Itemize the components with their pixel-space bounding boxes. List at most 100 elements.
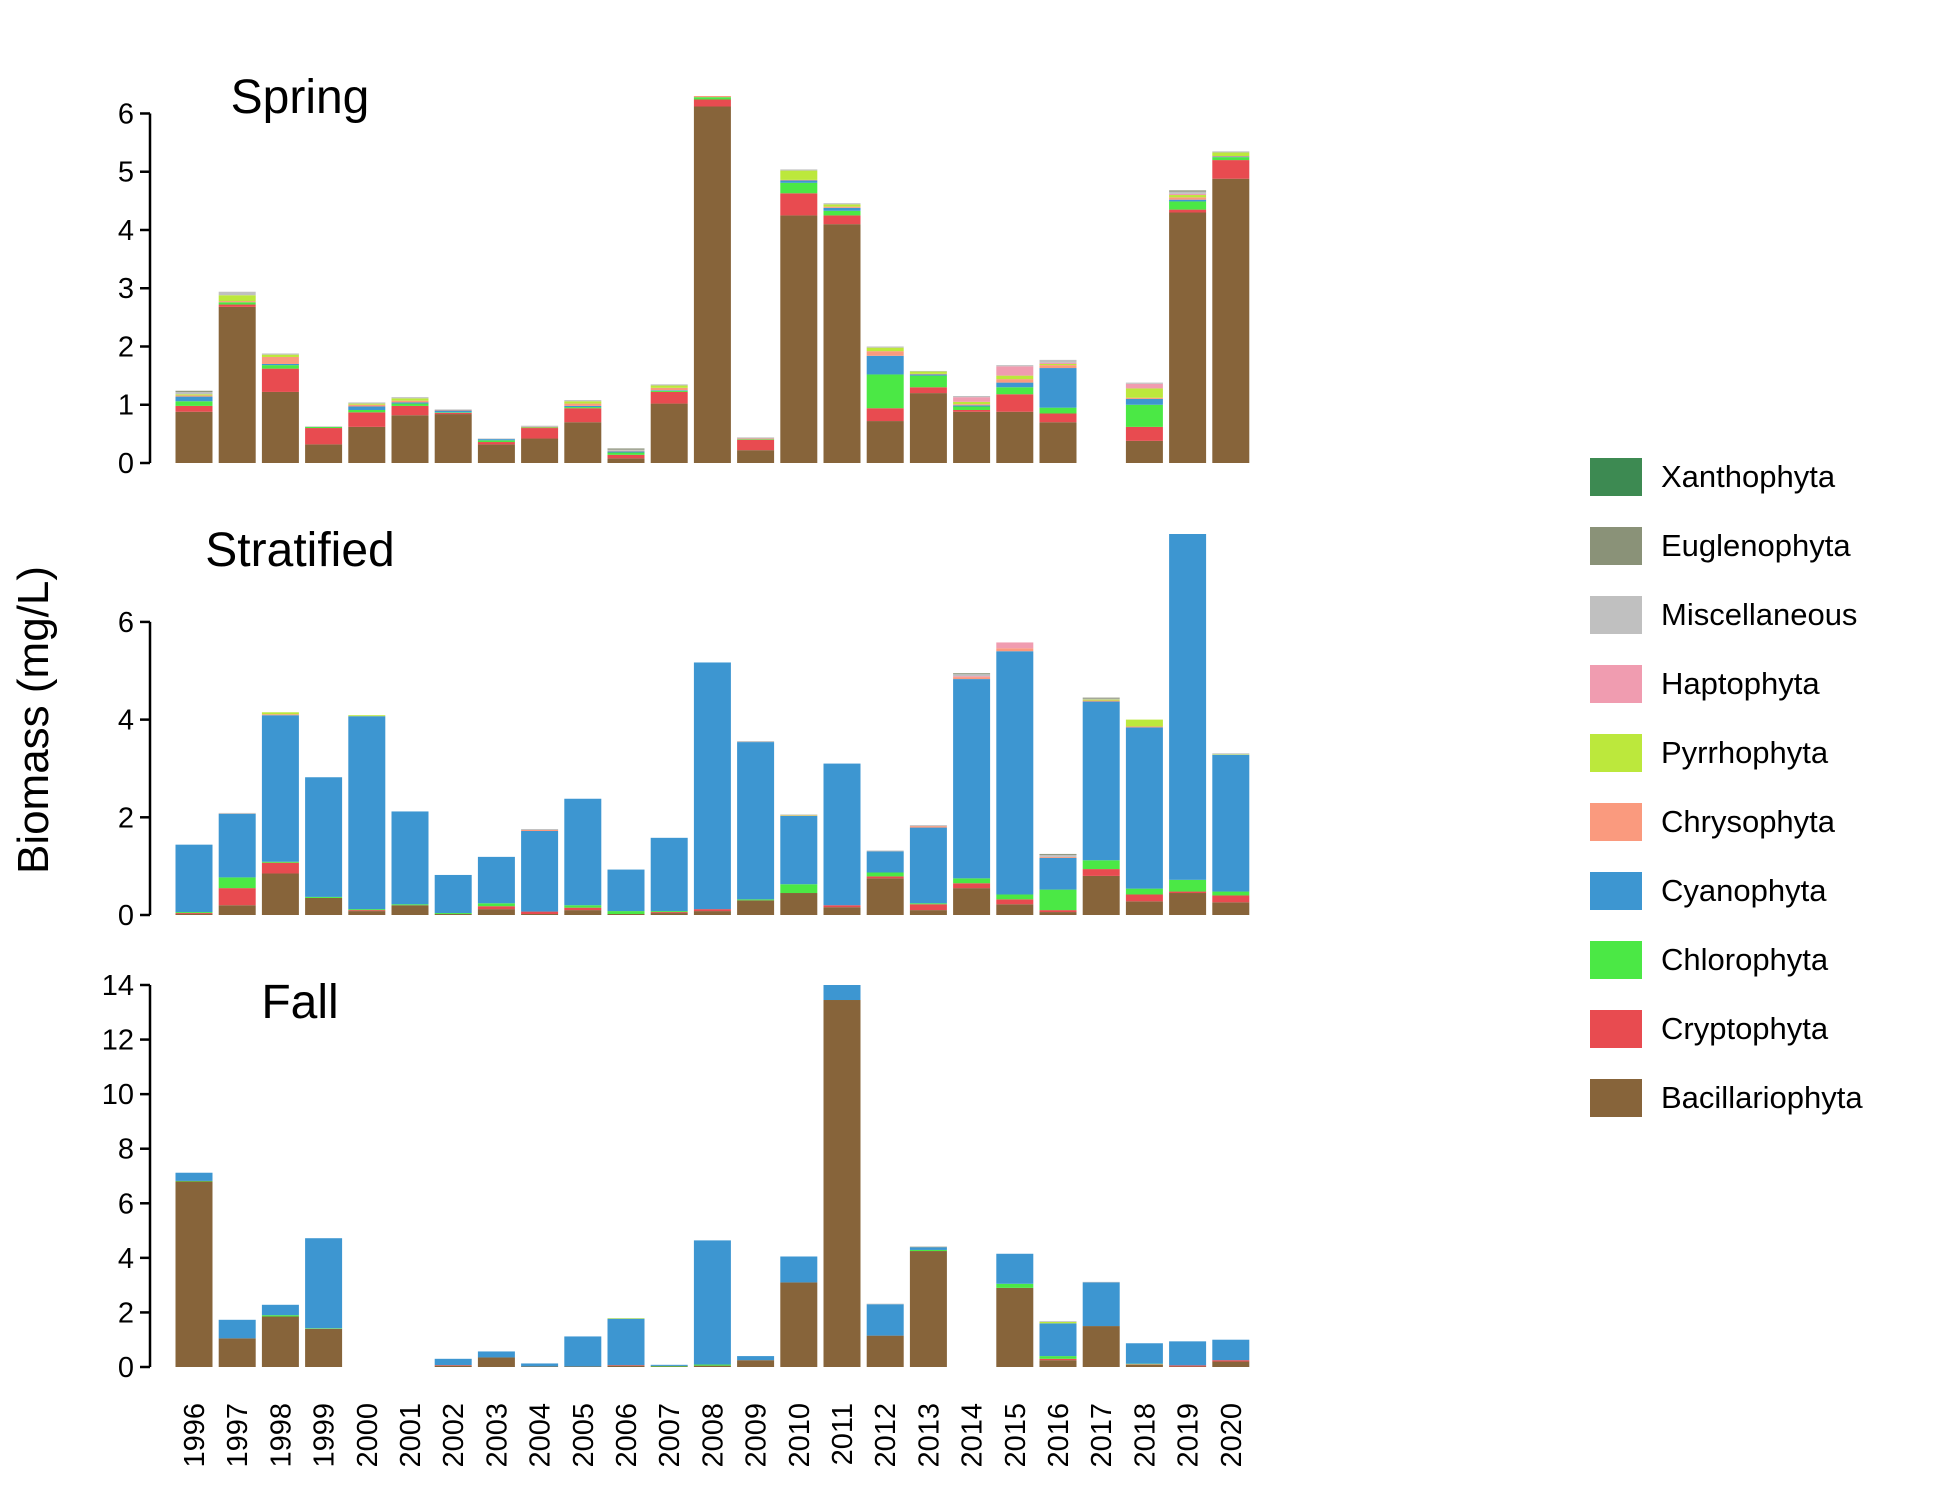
bar-segment-pyrrhophyta-2018 bbox=[1125, 388, 1163, 398]
y-tick-label: 2 bbox=[118, 802, 134, 834]
bar-segment-cyanophyta-2012 bbox=[866, 355, 904, 375]
bar-segment-bacillariophyta-1998 bbox=[261, 873, 299, 915]
bar-segment-bacillariophyta-2003 bbox=[477, 1357, 515, 1367]
y-tick-label: 8 bbox=[118, 1134, 134, 1166]
bar-segment-bacillariophyta-2001 bbox=[391, 905, 429, 915]
bar-segment-miscellaneous-2016 bbox=[1039, 854, 1077, 857]
legend-item-haptophyta: Haptophyta bbox=[1590, 665, 1820, 703]
bar-segment-cyanophyta-2009 bbox=[737, 742, 775, 900]
bar-segment-haptophyta-2015 bbox=[996, 366, 1034, 376]
bar-segment-bacillariophyta-1999 bbox=[305, 897, 343, 915]
bar-segment-chrysophyta-2016 bbox=[1039, 856, 1077, 858]
bar-segment-chlorophyta-2001 bbox=[391, 904, 429, 906]
bar-segment-cyanophyta-2004 bbox=[521, 1363, 559, 1367]
bar-segment-bacillariophyta-1998 bbox=[261, 1316, 299, 1367]
bar-segment-bacillariophyta-2018 bbox=[1125, 901, 1163, 915]
legend-label-xanthophyta: Xanthophyta bbox=[1661, 459, 1836, 494]
bar-segment-cyanophyta-2010 bbox=[780, 1256, 818, 1283]
bar-segment-chrysophyta-2018 bbox=[1125, 397, 1163, 399]
bar-segment-haptophyta-2019 bbox=[1169, 193, 1207, 196]
bar-segment-chlorophyta-2016 bbox=[1039, 889, 1077, 911]
bar-segment-chlorophyta-2007 bbox=[650, 911, 688, 913]
bar-segment-bacillariophyta-1998 bbox=[261, 391, 299, 463]
bar-segment-cyanophyta-2016 bbox=[1039, 368, 1077, 408]
bar-segment-chlorophyta-2012 bbox=[866, 374, 904, 409]
bar-segment-chlorophyta-2006 bbox=[607, 911, 645, 915]
bar-segment-miscellaneous-2015 bbox=[996, 365, 1034, 367]
bar-segment-chrysophyta-2001 bbox=[391, 400, 429, 403]
bar-segment-chlorophyta-2015 bbox=[996, 894, 1034, 900]
x-tick-label-2015: 2015 bbox=[1000, 1403, 1032, 1468]
bar-segment-bacillariophyta-2014 bbox=[953, 888, 991, 915]
bar-segment-miscellaneous-2003 bbox=[477, 438, 515, 440]
legend-label-euglenophyta: Euglenophyta bbox=[1661, 528, 1851, 563]
bar-segment-chrysophyta-2015 bbox=[996, 648, 1034, 652]
bar-segment-cyanophyta-1996 bbox=[175, 396, 213, 402]
bar-segment-cyanophyta-2019 bbox=[1169, 199, 1207, 202]
bar-segment-miscellaneous-2016 bbox=[1039, 1321, 1077, 1322]
bar-segment-cyanophyta-2008 bbox=[693, 662, 731, 910]
legend-label-chlorophyta: Chlorophyta bbox=[1661, 942, 1829, 977]
bar-segment-miscellaneous-2019 bbox=[1169, 191, 1207, 194]
panel-stratified: 0 2 4 6 Stratified bbox=[118, 524, 1250, 932]
x-tick-label-2004: 2004 bbox=[525, 1403, 557, 1468]
bar-segment-cryptophyta-2014 bbox=[953, 409, 991, 412]
bar-segment-cyanophyta-1999 bbox=[305, 777, 343, 897]
bar-segment-bacillariophyta-2014 bbox=[953, 411, 991, 463]
bar-segment-cryptophyta-2011 bbox=[823, 905, 861, 908]
legend-label-chrysophyta: Chrysophyta bbox=[1661, 804, 1836, 839]
bar-segment-cyanophyta-2020 bbox=[1212, 1339, 1250, 1361]
legend-label-miscellaneous: Miscellaneous bbox=[1661, 597, 1857, 632]
bar-segment-bacillariophyta-2016 bbox=[1039, 912, 1077, 915]
bar-segment-cyanophyta-2015 bbox=[996, 1253, 1034, 1284]
bar-segment-pyrrhophyta-2007 bbox=[650, 385, 688, 388]
bar-segment-cryptophyta-2006 bbox=[607, 1365, 645, 1366]
bar-segment-cyanophyta-1997 bbox=[218, 1319, 256, 1339]
bar-segment-chlorophyta-2002 bbox=[434, 412, 472, 413]
bar-segment-chlorophyta-2014 bbox=[953, 878, 991, 884]
bar-segment-bacillariophyta-2007 bbox=[650, 913, 688, 915]
bar-segment-pyrrhophyta-1997 bbox=[218, 295, 256, 302]
bar-segment-chrysophyta-2016 bbox=[1039, 365, 1077, 369]
legend-item-chlorophyta: Chlorophyta bbox=[1590, 941, 1829, 979]
bar-segment-pyrrhophyta-2020 bbox=[1212, 152, 1250, 157]
bar-segment-cryptophyta-2013 bbox=[909, 904, 947, 911]
bar-segment-chlorophyta-2006 bbox=[607, 452, 645, 455]
bar-segment-cyanophyta-2011 bbox=[823, 207, 861, 211]
bar-segment-haptophyta-2016 bbox=[1039, 362, 1077, 364]
bar-segment-cryptophyta-1999 bbox=[305, 428, 343, 445]
bar-segment-cyanophyta-2013 bbox=[909, 1247, 947, 1250]
bar-segment-cyanophyta-2020 bbox=[1212, 754, 1250, 892]
bar-segment-bacillariophyta-2008 bbox=[693, 106, 731, 464]
bar-segment-miscellaneous-2017 bbox=[1082, 1281, 1120, 1283]
bar-segment-cryptophyta-2020 bbox=[1212, 895, 1250, 903]
bar-segment-cryptophyta-1998 bbox=[261, 368, 299, 392]
bar-segment-miscellaneous-1996 bbox=[175, 391, 213, 395]
bar-segment-bacillariophyta-2019 bbox=[1169, 1366, 1207, 1367]
bar-segment-chlorophyta-2009 bbox=[737, 439, 775, 440]
bar-segment-bacillariophyta-2019 bbox=[1169, 212, 1207, 463]
bar-segment-miscellaneous-2004 bbox=[521, 425, 559, 427]
bar-segment-chlorophyta-1998 bbox=[261, 1315, 299, 1317]
bar-segment-cryptophyta-1997 bbox=[218, 304, 256, 307]
bar-segment-bacillariophyta-2016 bbox=[1039, 422, 1077, 463]
legend-item-cyanophyta: Cyanophyta bbox=[1590, 872, 1827, 910]
bar-segment-bacillariophyta-1997 bbox=[218, 905, 256, 915]
bar-segment-bacillariophyta-1997 bbox=[218, 1338, 256, 1367]
bar-segment-cryptophyta-2010 bbox=[780, 193, 818, 216]
x-tick-label-1996: 1996 bbox=[179, 1403, 211, 1468]
bar-segment-miscellaneous-2002 bbox=[434, 409, 472, 410]
bar-segment-cryptophyta-2003 bbox=[477, 906, 515, 910]
bar-segment-miscellaneous-2001 bbox=[391, 397, 429, 399]
bar-segment-euglenophyta-2017 bbox=[1082, 697, 1120, 699]
y-tick-label: 6 bbox=[118, 1188, 134, 1220]
bar-segment-cyanophyta-2003 bbox=[477, 1351, 515, 1358]
bar-segment-miscellaneous-2012 bbox=[866, 1303, 904, 1305]
bar-segment-bacillariophyta-2004 bbox=[521, 1366, 559, 1367]
bar-segment-cryptophyta-2002 bbox=[434, 412, 472, 415]
bar-segment-cyanophyta-2019 bbox=[1169, 1341, 1207, 1366]
bar-segment-bacillariophyta-2003 bbox=[477, 444, 515, 463]
bar-segment-euglenophyta-2019 bbox=[1169, 190, 1207, 192]
